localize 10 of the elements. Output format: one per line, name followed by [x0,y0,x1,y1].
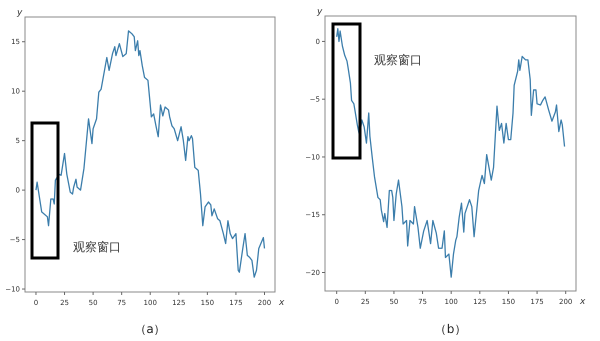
annotation: 观察窗口 [374,53,422,67]
annotation: 观察窗口 [73,240,121,254]
y-axis-title: y [316,7,323,17]
x-axis-title: x [278,298,285,308]
line-series [336,28,566,278]
line-series [35,30,266,278]
x-axis-title: x [579,297,586,307]
text: （b） [434,322,466,336]
y-axis-title: y [16,8,23,18]
text: （a） [134,322,166,336]
